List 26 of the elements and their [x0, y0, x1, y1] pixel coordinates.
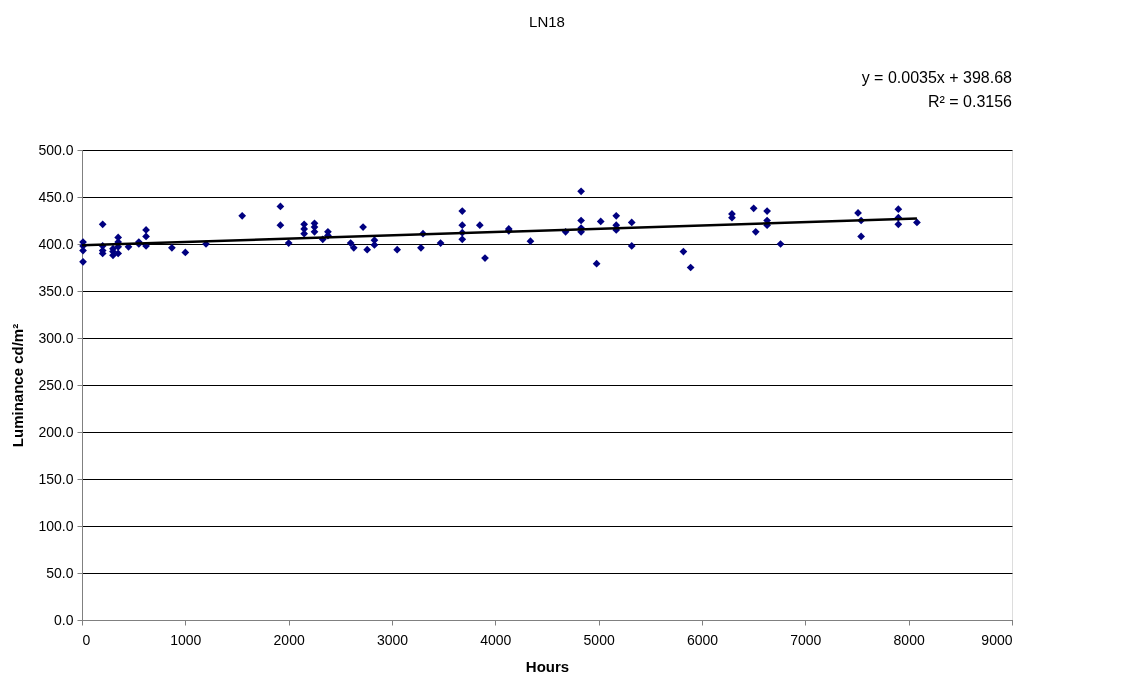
y-tick-label: 50.0	[46, 564, 74, 581]
y-tick-label: 200.0	[38, 423, 74, 440]
y-tick-label: 500.0	[38, 141, 74, 158]
x-tick-label: 5000	[583, 631, 615, 648]
text: y = 0.0035x + 398.68	[861, 69, 1013, 86]
y-tick-label: 450.0	[38, 188, 74, 205]
x-tick-label: 6000	[686, 631, 719, 648]
y-tick-label: 150.0	[38, 470, 74, 487]
x-tick-label: 7000	[790, 631, 822, 648]
y-tick-label: 0.0	[54, 611, 74, 628]
chart-title: LN18	[529, 13, 565, 30]
y-tick-label: 400.0	[38, 235, 74, 252]
x-tick-label: 3000	[376, 631, 409, 648]
x-axis-title: Hours	[525, 657, 570, 675]
x-tick-label: 1000	[170, 631, 202, 648]
x-tick-label: 4000	[480, 631, 512, 648]
x-tick-label: 2000	[273, 631, 305, 648]
x-tick-label: 8000	[893, 631, 925, 648]
y-tick-label: 300.0	[38, 329, 74, 346]
y-tick-label: 250.0	[38, 376, 74, 393]
x-tick-label: 0	[82, 631, 91, 648]
y-tick-label: 100.0	[38, 517, 74, 534]
y-axis-title: Luminance cd/m²	[9, 323, 27, 448]
x-tick-label: 9000	[981, 631, 1013, 648]
text: R² = 0.3156	[927, 93, 1013, 110]
y-tick-label: 350.0	[38, 282, 74, 299]
